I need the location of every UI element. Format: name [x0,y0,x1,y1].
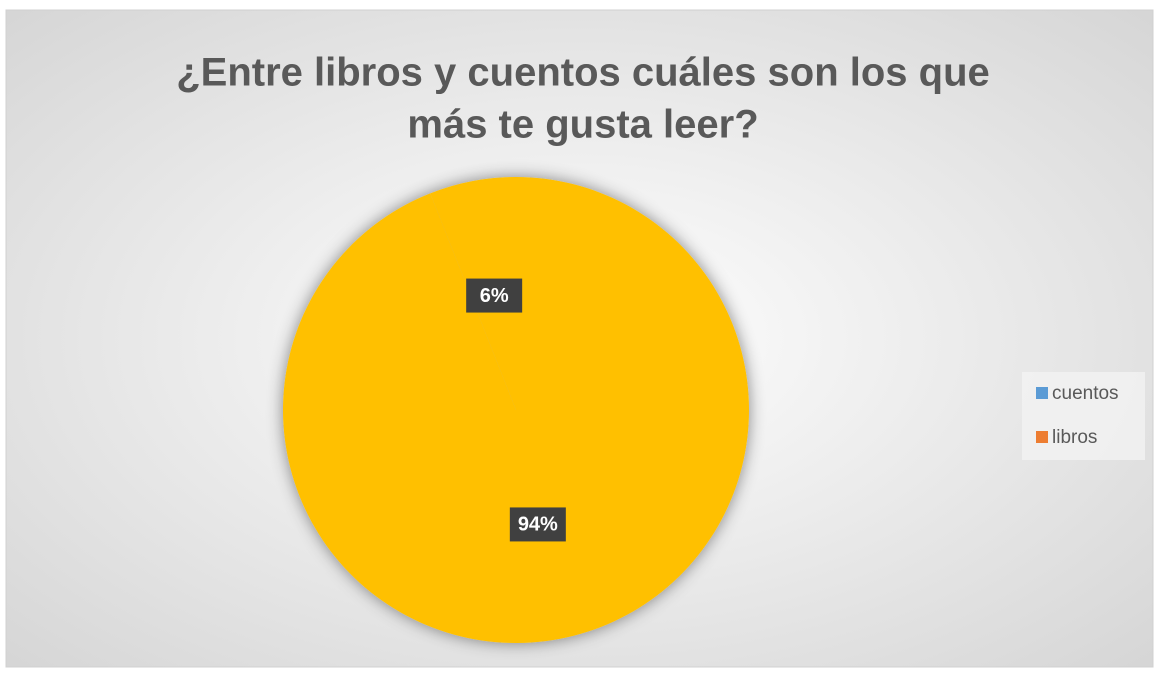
pie-slice [283,177,749,643]
legend-label: libros [1052,427,1097,448]
legend-marker [1036,387,1048,399]
chart-title: ¿Entre libros y cuentos cuáles son los q… [176,51,990,95]
pie [283,177,749,643]
data-label: 94% [518,514,558,536]
data-label-box [466,278,523,313]
legend-box [1022,372,1145,460]
legend-marker [1036,431,1048,443]
data-label-box [509,507,566,542]
chart-title: más te gusta leer? [407,103,758,147]
data-label: 6% [480,285,509,307]
legend-label: cuentos [1052,383,1119,404]
